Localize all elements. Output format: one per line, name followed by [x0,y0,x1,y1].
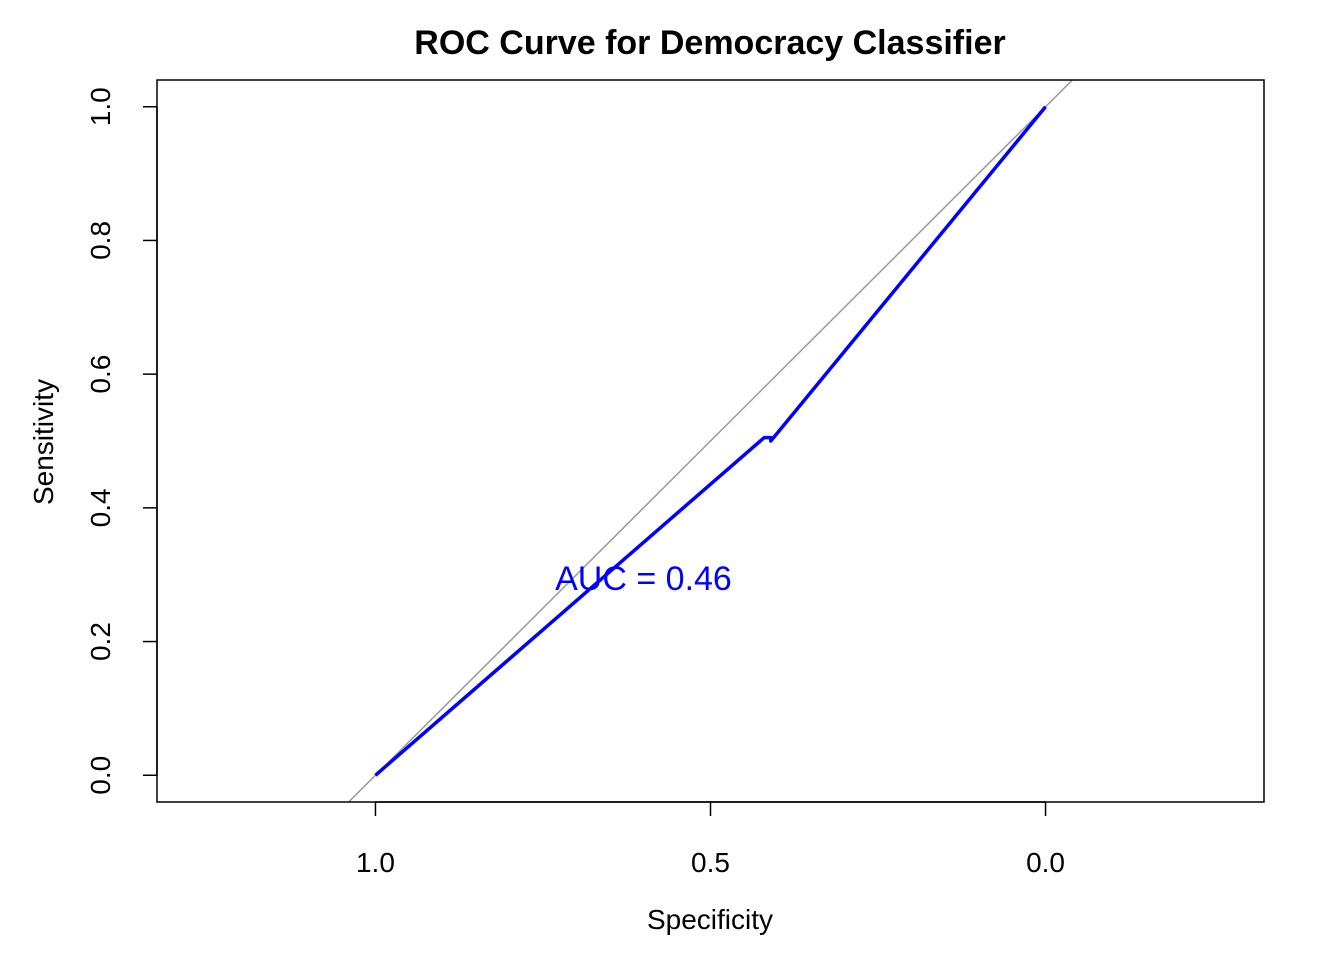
y-tick-label: 1.0 [85,87,116,126]
auc-annotation: AUC = 0.46 [555,560,732,598]
x-tick-label: 1.0 [356,847,395,878]
y-tick-label: 0.6 [85,355,116,394]
y-axis-label: Sensitivity [28,379,59,505]
reference-diagonal-line [347,80,1074,802]
roc-curve-line [374,105,1047,777]
chart-title: ROC Curve for Democracy Classifier [414,24,1005,62]
y-tick-label: 0.0 [85,756,116,795]
x-axis-label: Specificity [647,904,773,935]
y-tick-label: 0.2 [85,622,116,661]
y-tick-label: 0.4 [85,488,116,527]
y-tick-label: 0.8 [85,221,116,260]
plot-area: 1.0 0.5 0.0 0.0 0.2 0.4 0.6 0.8 1.0 AUC = 0.46 [85,79,1265,878]
x-tick-label: 0.0 [1026,847,1065,878]
x-tick-label: 0.5 [691,847,730,878]
